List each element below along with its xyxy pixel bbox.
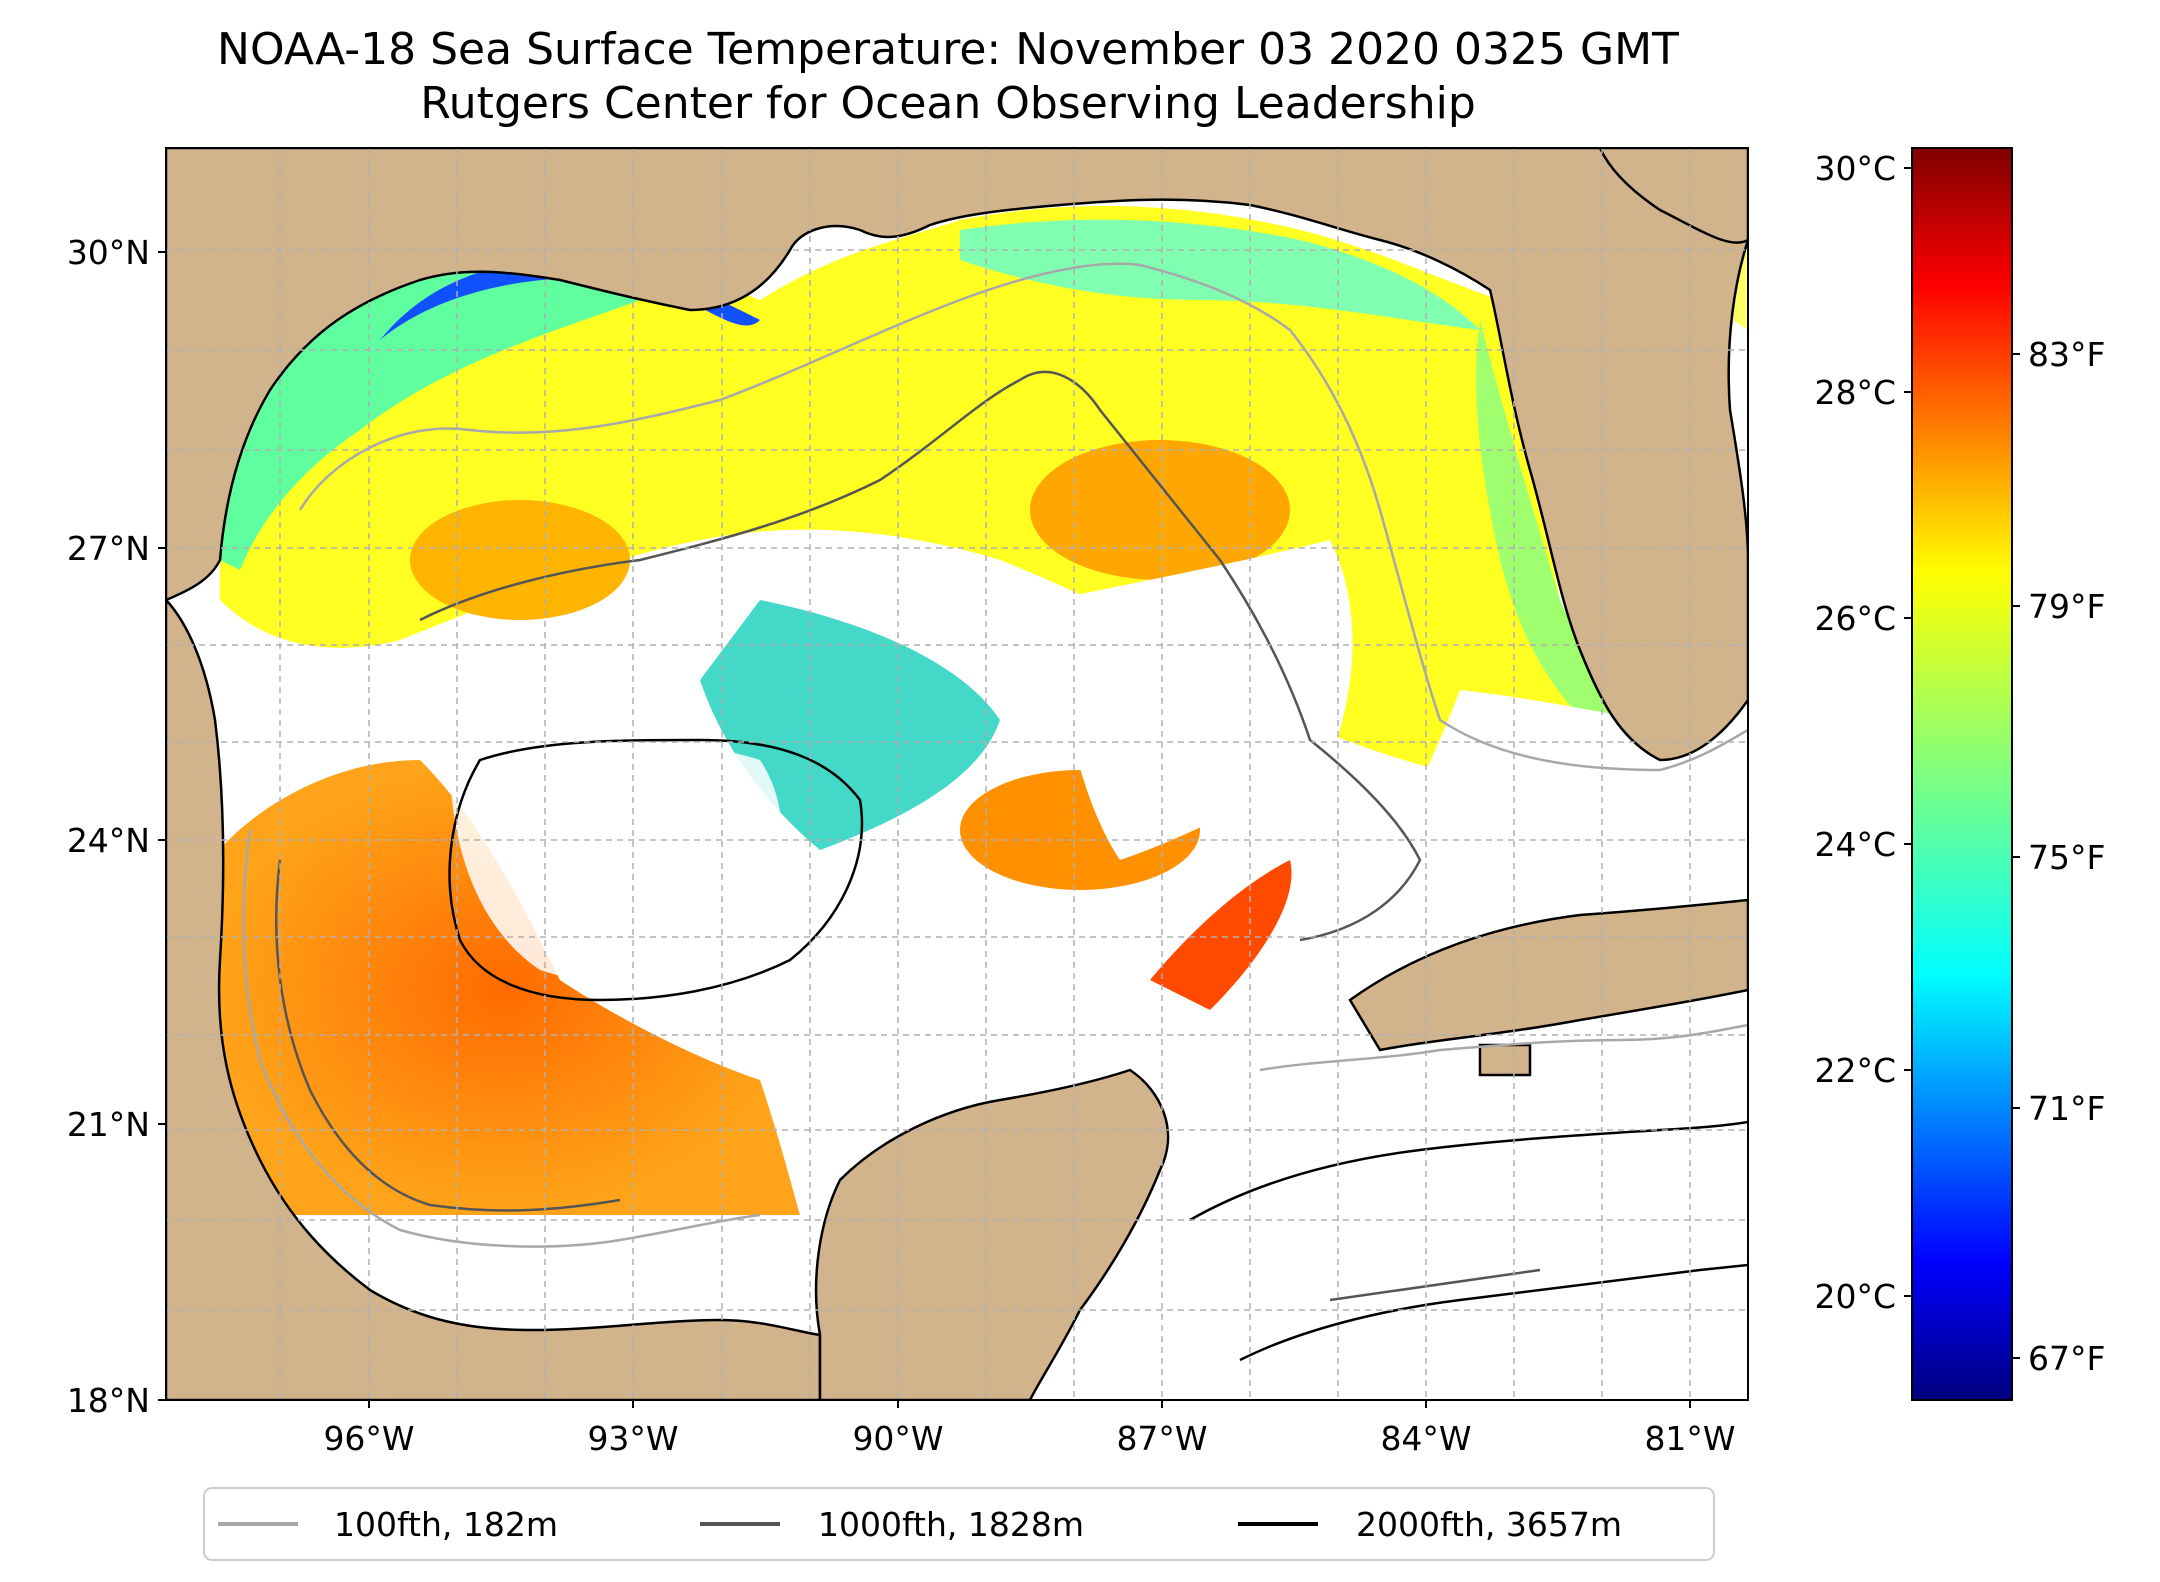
lat-tick-marks	[158, 251, 166, 1401]
lon-tick-label: 87°W	[1116, 1419, 1207, 1458]
map-panel: 30°N 27°N 24°N 21°N 18°N 96°W 93°W 90°W …	[67, 147, 1749, 1458]
colorbar-fahrenheit-label: 79°F	[2028, 587, 2105, 626]
legend-box	[203, 1487, 1715, 1561]
lat-tick-label: 27°N	[67, 529, 150, 568]
bathymetry-contours	[242, 262, 1748, 1362]
colorbar-celsius-label: 26°C	[1814, 599, 1896, 638]
colorbar-celsius-label: 22°C	[1814, 1051, 1896, 1090]
title-line2: Rutgers Center for Ocean Observing Leade…	[420, 78, 1476, 129]
lon-tick-label: 81°W	[1644, 1419, 1735, 1458]
colorbar-fahrenheit-label: 83°F	[2028, 335, 2105, 374]
lat-tick-label: 18°N	[67, 1381, 150, 1420]
legend-label-1000fth: 1000fth, 1828m	[818, 1505, 1084, 1544]
map-frame	[165, 147, 1749, 1401]
colorbar-celsius-label: 28°C	[1814, 373, 1896, 412]
land	[166, 148, 1748, 1400]
legend-label-2000fth: 2000fth, 3657m	[1356, 1505, 1622, 1544]
lat-tick-label: 30°N	[67, 233, 150, 272]
colorbar-celsius-label: 20°C	[1814, 1277, 1896, 1316]
lon-tick-label: 93°W	[587, 1419, 678, 1458]
lon-tick-label: 96°W	[323, 1419, 414, 1458]
colorbar-celsius-label: 30°C	[1814, 149, 1896, 188]
colorbar-left-ticks	[1904, 167, 1912, 1297]
legend-label-100fth: 100fth, 182m	[334, 1505, 558, 1544]
lon-tick-label: 84°W	[1380, 1419, 1471, 1458]
legend: 100fth, 182m 1000fth, 1828m 2000fth, 365…	[203, 1487, 1715, 1561]
colorbar-fahrenheit-label: 75°F	[2028, 838, 2105, 877]
lat-tick-label: 21°N	[67, 1105, 150, 1144]
colorbar-right-ticks	[2012, 353, 2020, 1359]
lat-tick-label: 24°N	[67, 821, 150, 860]
colorbar: 30°C 28°C 26°C 24°C 22°C 20°C 83°F 79°F …	[1814, 147, 2105, 1401]
colorbar-fahrenheit-label: 67°F	[2028, 1339, 2105, 1378]
title-line1: NOAA-18 Sea Surface Temperature: Novembe…	[217, 24, 1679, 75]
lon-tick-label: 90°W	[852, 1419, 943, 1458]
lon-tick-marks	[368, 1400, 1691, 1408]
colorbar-gradient	[1911, 147, 2013, 1401]
colorbar-celsius-label: 24°C	[1814, 825, 1896, 864]
colorbar-fahrenheit-label: 71°F	[2028, 1089, 2105, 1128]
